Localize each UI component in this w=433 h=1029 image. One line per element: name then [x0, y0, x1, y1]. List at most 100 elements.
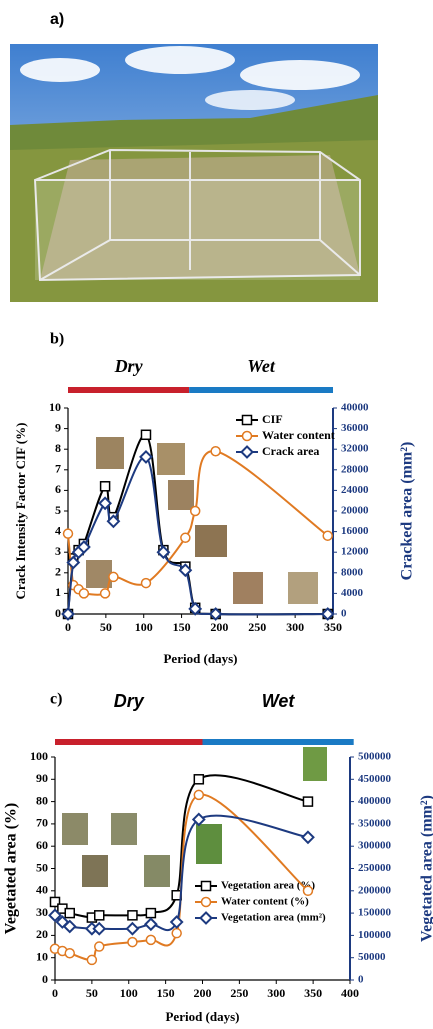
- x-tick-label: 350: [324, 620, 342, 634]
- y-tick-label: 20: [36, 927, 48, 941]
- x-tick-label: 50: [100, 620, 112, 634]
- marker: [146, 909, 155, 918]
- phase-bar: [55, 739, 203, 745]
- legend-label: Vegetation area (mm²): [221, 912, 326, 924]
- y2-tick-label: 0: [341, 608, 347, 620]
- legend-marker: [201, 913, 212, 924]
- marker: [64, 529, 73, 538]
- y2-tick-label: 16000: [341, 525, 369, 537]
- y-axis-label: Crack Intensity Factor CIF (%): [13, 423, 28, 600]
- marker: [95, 911, 104, 920]
- marker: [140, 451, 151, 462]
- y-tick-label: 90: [36, 771, 48, 785]
- marker: [109, 572, 118, 581]
- y2-tick-label: 4000: [341, 587, 364, 599]
- y2-tick-label: 12000: [341, 546, 369, 558]
- marker: [302, 832, 313, 843]
- legend-marker: [243, 416, 252, 425]
- x-tick-label: 300: [286, 620, 304, 634]
- y2-tick-label: 450000: [358, 773, 392, 785]
- marker: [303, 886, 312, 895]
- y-tick-label: 50: [36, 860, 48, 874]
- x-tick-label: 100: [135, 620, 153, 634]
- y2-tick-label: 8000: [341, 566, 364, 578]
- y-tick-label: 9: [55, 420, 61, 434]
- marker: [141, 579, 150, 588]
- x-tick-label: 300: [267, 986, 285, 1000]
- y-tick-label: 60: [36, 838, 48, 852]
- y2-tick-label: 40000: [341, 402, 369, 414]
- y-tick-label: 40: [36, 883, 48, 897]
- y2-axis-label: Vegetated area (mm²): [419, 795, 433, 942]
- y-tick-label: 70: [36, 816, 48, 830]
- x-tick-label: 200: [210, 620, 228, 634]
- x-tick-label: 50: [86, 986, 98, 1000]
- phase-label: Dry: [114, 356, 144, 376]
- x-tick-label: 350: [304, 986, 322, 1000]
- panel-label: a): [50, 11, 64, 28]
- marker: [211, 447, 220, 456]
- marker: [172, 929, 181, 938]
- legend-label: Water content: [262, 428, 335, 442]
- x-tick-label: 0: [52, 986, 58, 1000]
- phase-label: Wet: [262, 691, 296, 711]
- y2-tick-label: 24000: [341, 484, 369, 496]
- phase-bar: [68, 387, 189, 393]
- y2-tick-label: 150000: [358, 907, 392, 919]
- y-tick-label: 8: [55, 441, 61, 455]
- marker: [141, 430, 150, 439]
- marker: [95, 942, 104, 951]
- y-tick-label: 6: [55, 482, 61, 496]
- marker: [171, 917, 182, 928]
- y2-tick-label: 50000: [358, 951, 386, 963]
- x-tick-label: 0: [65, 620, 71, 634]
- photo: [10, 44, 378, 302]
- marker: [101, 482, 110, 491]
- y2-tick-label: 300000: [358, 840, 392, 852]
- marker: [65, 949, 74, 958]
- y2-tick-label: 32000: [341, 443, 369, 455]
- x-tick-label: 200: [194, 986, 212, 1000]
- legend-marker: [242, 447, 253, 458]
- x-tick-label: 150: [157, 986, 175, 1000]
- legend-label: Water content (%): [221, 896, 309, 908]
- marker: [65, 909, 74, 918]
- y2-tick-label: 100000: [358, 929, 392, 941]
- marker: [128, 911, 137, 920]
- x-axis-label: Period (days): [165, 1009, 239, 1024]
- phase-bar: [203, 739, 354, 745]
- x-axis-label: Period (days): [163, 651, 237, 666]
- y2-tick-label: 250000: [358, 862, 392, 874]
- x-tick-label: 150: [173, 620, 191, 634]
- y-tick-label: 5: [55, 503, 61, 517]
- marker: [145, 919, 156, 930]
- y-tick-label: 4: [55, 523, 61, 537]
- y-tick-label: 2: [55, 565, 61, 579]
- y2-tick-label: 20000: [341, 505, 369, 517]
- phase-bar: [189, 387, 333, 393]
- marker: [194, 790, 203, 799]
- legend-marker: [243, 432, 252, 441]
- x-tick-label: 250: [230, 986, 248, 1000]
- y-tick-label: 100: [30, 749, 48, 763]
- marker: [127, 923, 138, 934]
- y2-tick-label: 400000: [358, 795, 392, 807]
- y2-tick-label: 200000: [358, 884, 392, 896]
- y-axis-label: Vegetated area (%): [3, 803, 20, 935]
- y-tick-label: 0: [55, 606, 61, 620]
- y-tick-label: 1: [55, 585, 61, 599]
- marker: [194, 775, 203, 784]
- marker: [146, 935, 155, 944]
- y2-tick-label: 28000: [341, 463, 369, 475]
- marker: [79, 589, 88, 598]
- marker: [87, 955, 96, 964]
- panel-label: c): [50, 691, 62, 708]
- y2-tick-label: 350000: [358, 817, 392, 829]
- y2-tick-label: 0: [358, 974, 364, 986]
- legend-marker: [202, 898, 211, 907]
- legend-marker: [202, 882, 211, 891]
- marker: [128, 938, 137, 947]
- x-tick-label: 400: [341, 986, 359, 1000]
- x-tick-label: 100: [120, 986, 138, 1000]
- y-tick-label: 3: [55, 544, 61, 558]
